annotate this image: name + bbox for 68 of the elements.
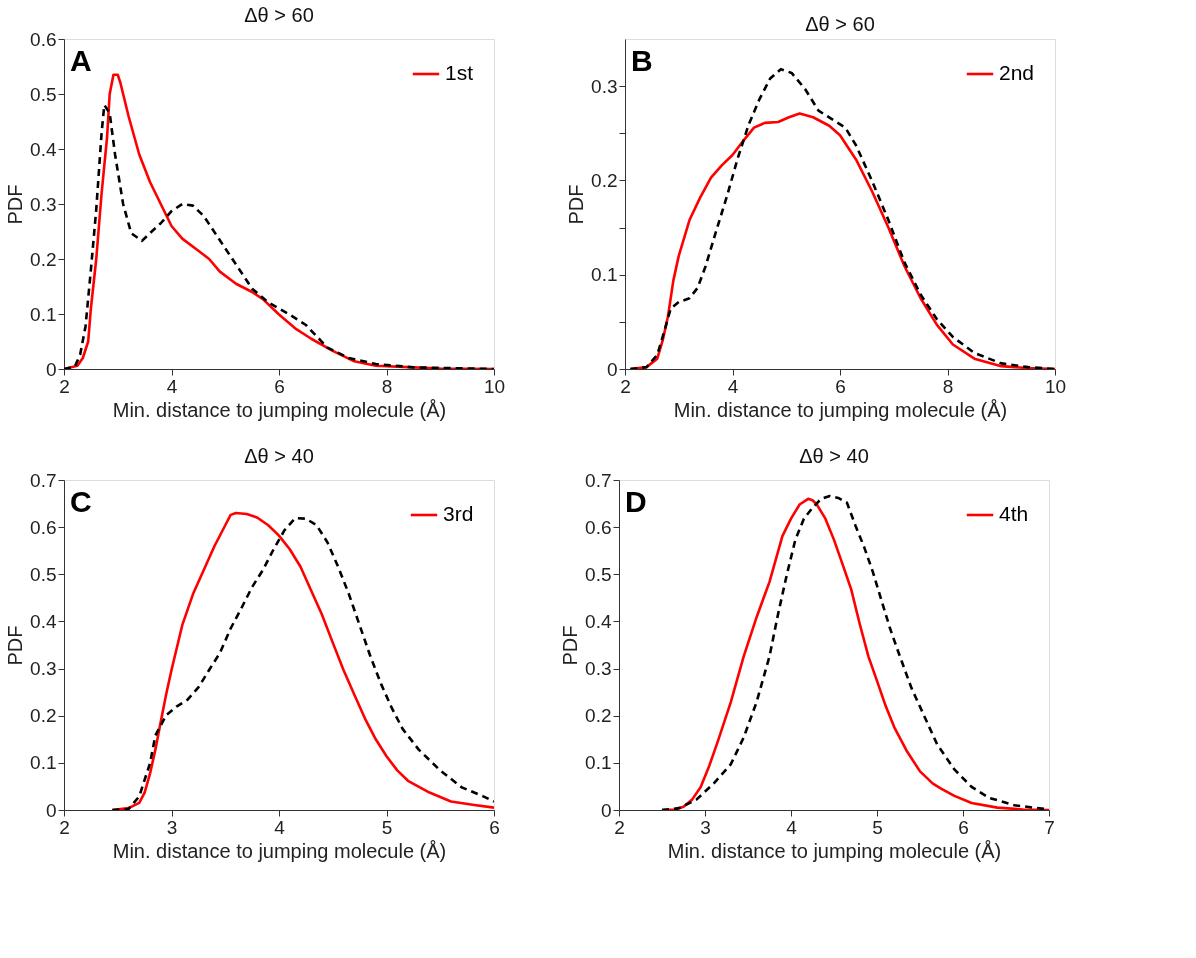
y-tick-label: 0 xyxy=(600,799,612,821)
legend-label: 4th xyxy=(999,502,1029,525)
chart-title: Δθ > 60 xyxy=(805,13,875,35)
legend-label: 2nd xyxy=(999,61,1035,84)
y-tick-label: 0.6 xyxy=(30,28,57,50)
x-tick-label: 10 xyxy=(1044,375,1067,397)
annotation: B xyxy=(631,44,653,77)
x-tick-label: 7 xyxy=(1044,816,1055,838)
x-tick-label: 4 xyxy=(274,816,286,838)
x-tick-label: 2 xyxy=(620,375,631,397)
y-tick-label: 0.5 xyxy=(30,83,57,105)
y-tick-label: 0.4 xyxy=(30,138,57,160)
y-tick-label: 0 xyxy=(45,799,57,821)
y-tick-label: 0.1 xyxy=(585,752,612,774)
y-tick-label: 0.3 xyxy=(585,658,612,680)
y-axis-title: PDF xyxy=(4,625,27,666)
x-axis-title: Min. distance to jumping molecule (Å) xyxy=(112,839,447,862)
x-tick-label: 6 xyxy=(274,375,285,397)
x-tick-label: 10 xyxy=(483,375,506,397)
x-axis-title: Min. distance to jumping molecule (Å) xyxy=(673,398,1008,421)
x-tick-label: 3 xyxy=(166,816,178,838)
x-tick-label: 4 xyxy=(727,375,739,397)
y-tick-label: 0.5 xyxy=(585,563,612,585)
x-tick-label: 8 xyxy=(942,375,954,397)
y-tick-label: 0.2 xyxy=(30,248,57,270)
x-tick-label: 2 xyxy=(59,816,70,838)
legend-label: 3rd xyxy=(443,502,474,525)
x-tick-label: 4 xyxy=(786,816,798,838)
annotation: C xyxy=(70,485,92,518)
y-tick-label: 0.6 xyxy=(30,516,57,538)
y-tick-label: 0 xyxy=(606,358,618,380)
chart-title: Δθ > 60 xyxy=(244,4,314,26)
y-axis-title: PDF xyxy=(4,184,27,225)
x-tick-label: 8 xyxy=(381,375,393,397)
x-tick-label: 3 xyxy=(700,816,711,838)
x-tick-label: 5 xyxy=(872,816,883,838)
y-axis-title: PDF xyxy=(565,184,588,225)
x-tick-label: 2 xyxy=(59,375,70,397)
y-tick-label: 0 xyxy=(45,358,57,380)
y-tick-label: 0.2 xyxy=(585,705,612,727)
y-tick-label: 0.1 xyxy=(591,264,618,286)
y-axis-title: PDF xyxy=(559,625,582,666)
y-tick-label: 0.7 xyxy=(585,469,612,491)
x-tick-label: 4 xyxy=(166,375,178,397)
y-tick-label: 0.3 xyxy=(591,75,618,97)
x-axis-title: Min. distance to jumping molecule (Å) xyxy=(112,398,447,421)
y-tick-label: 0.1 xyxy=(30,303,57,325)
x-tick-label: 5 xyxy=(381,816,393,838)
y-tick-label: 0.4 xyxy=(585,610,612,632)
chart-title: Δθ > 40 xyxy=(244,445,314,467)
x-tick-label: 6 xyxy=(835,375,846,397)
x-tick-label: 6 xyxy=(958,816,969,838)
y-tick-label: 0.3 xyxy=(30,658,57,680)
x-tick-label: 2 xyxy=(614,816,625,838)
y-tick-label: 0.1 xyxy=(30,752,57,774)
annotation: A xyxy=(70,44,92,77)
y-tick-label: 0.4 xyxy=(30,610,57,632)
x-axis-title: Min. distance to jumping molecule (Å) xyxy=(667,839,1002,862)
x-tick-label: 6 xyxy=(489,816,500,838)
y-tick-label: 0.6 xyxy=(585,516,612,538)
y-tick-label: 0.2 xyxy=(591,169,618,191)
y-tick-label: 0.7 xyxy=(30,469,57,491)
y-tick-label: 0.5 xyxy=(30,563,57,585)
y-tick-label: 0.2 xyxy=(30,705,57,727)
legend-label: 1st xyxy=(445,61,474,84)
y-tick-label: 0.3 xyxy=(30,193,57,215)
annotation: D xyxy=(625,485,647,518)
chart-title: Δθ > 40 xyxy=(799,445,869,467)
